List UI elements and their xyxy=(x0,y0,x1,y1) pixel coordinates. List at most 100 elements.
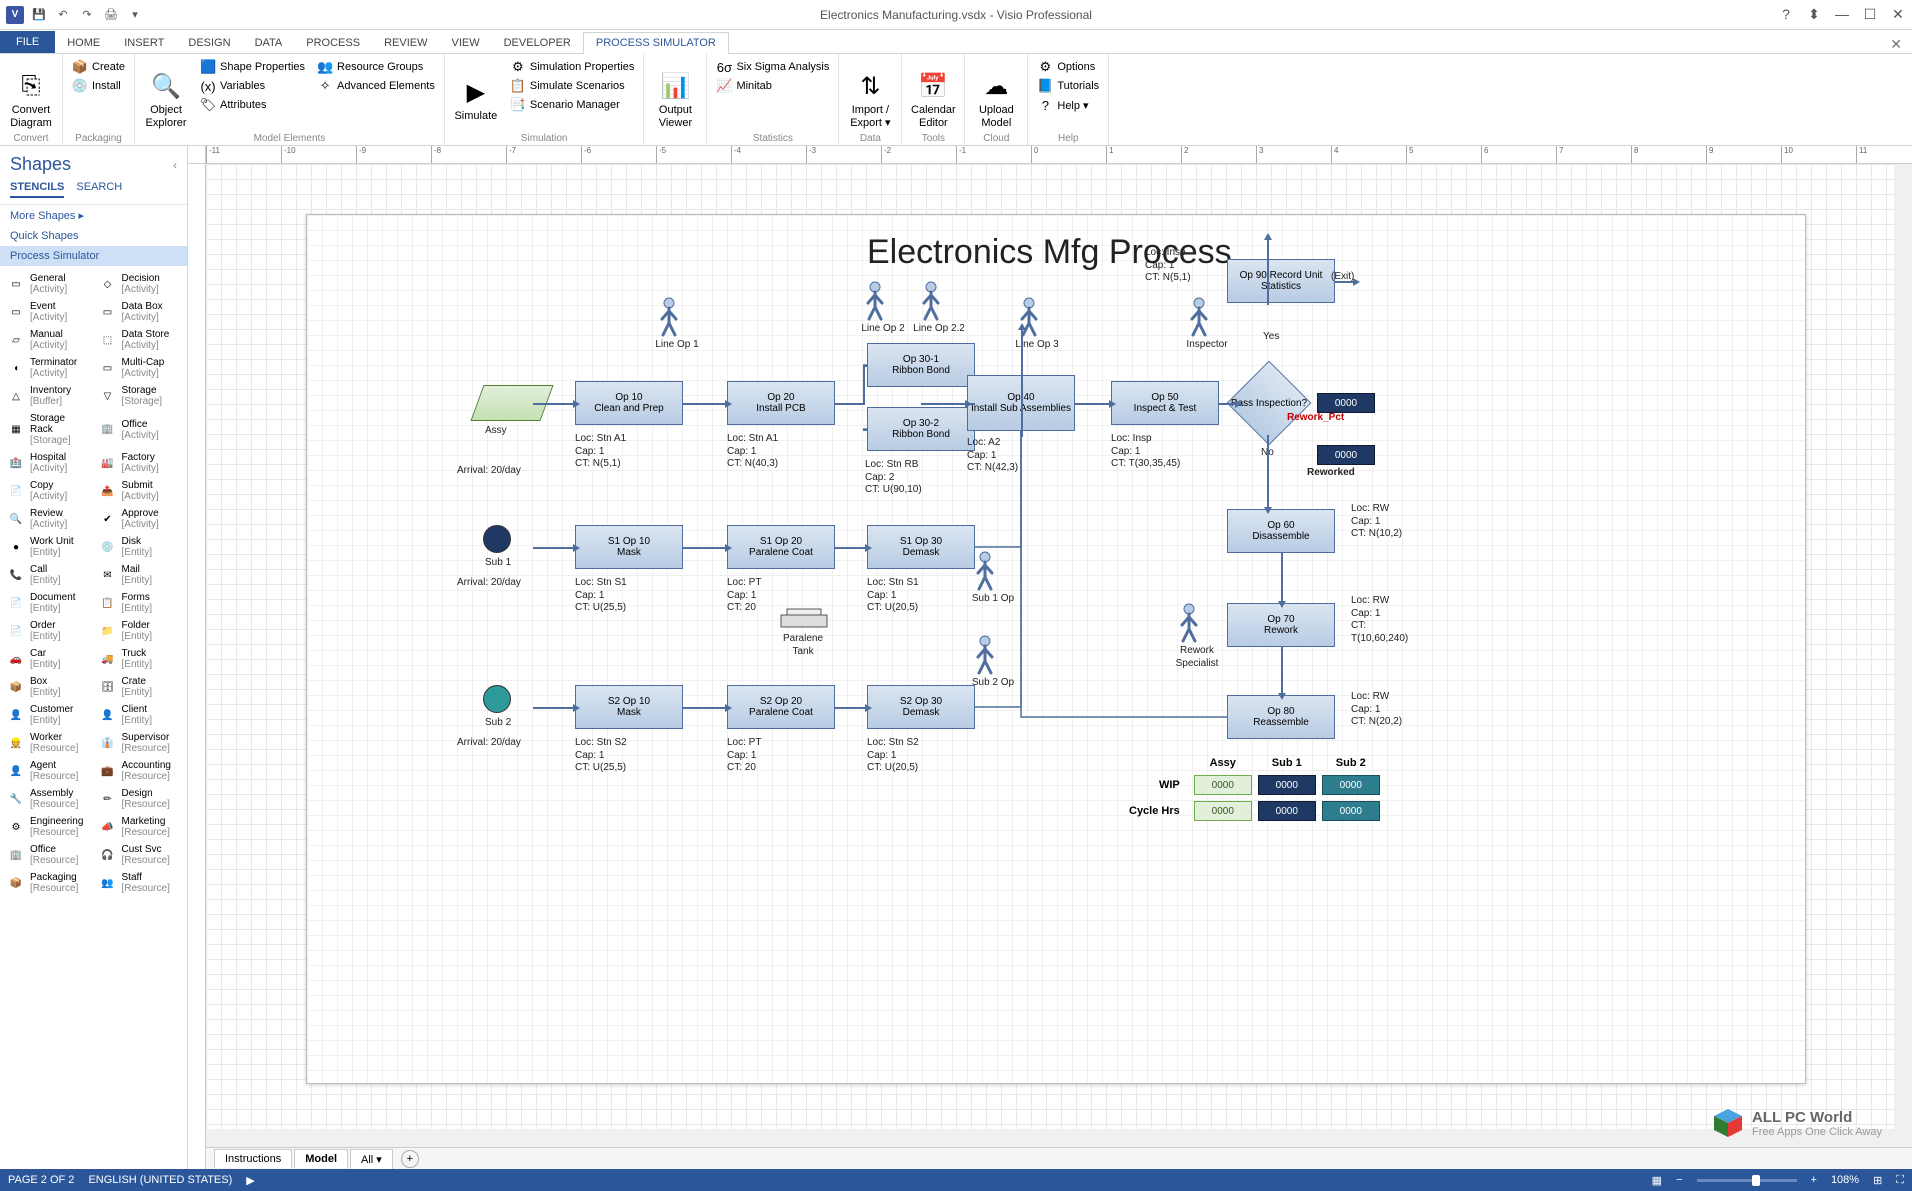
qat-more-icon[interactable]: ▾ xyxy=(124,4,146,26)
create[interactable]: 📦Create xyxy=(69,58,128,76)
ribbon-tab-file[interactable]: FILE xyxy=(0,31,55,53)
process-box-op50[interactable]: Op 50Inspect & Test xyxy=(1111,381,1219,425)
shape-item[interactable]: ▭Multi-Cap[Activity] xyxy=(94,354,186,382)
process-box-s1op10[interactable]: S1 Op 10Mask xyxy=(575,525,683,569)
process-box-s2op10[interactable]: S2 Op 10Mask xyxy=(575,685,683,729)
shape-item[interactable]: ✔Approve[Activity] xyxy=(94,505,186,533)
paralene-tank[interactable] xyxy=(779,607,829,634)
person-icon[interactable] xyxy=(1187,297,1211,337)
page-tab-0[interactable]: Instructions xyxy=(214,1149,292,1168)
shape-item[interactable]: 🏥Hospital[Activity] xyxy=(2,449,94,477)
print-icon[interactable]: 🖨 xyxy=(100,4,122,26)
output-viewer[interactable]: 📊OutputViewer xyxy=(650,56,700,143)
shape-item[interactable]: 🚗Car[Entity] xyxy=(2,645,94,673)
shape-item[interactable]: ⚙Engineering[Resource] xyxy=(2,813,94,841)
shape-item[interactable]: 💿Disk[Entity] xyxy=(94,533,186,561)
person-icon[interactable] xyxy=(973,551,997,591)
minitab[interactable]: 📈Minitab xyxy=(713,77,832,95)
ribbon-tab-design[interactable]: DESIGN xyxy=(176,33,242,53)
shape-item[interactable]: 📦Packaging[Resource] xyxy=(2,869,94,897)
zoom-out-icon[interactable]: − xyxy=(1676,1174,1682,1186)
process-box-op70[interactable]: Op 70Rework xyxy=(1227,603,1335,647)
presentation-icon[interactable]: ▦ xyxy=(1652,1174,1662,1187)
shape-item[interactable]: 🔧Assembly[Resource] xyxy=(2,785,94,813)
shape-item[interactable]: ▭General[Activity] xyxy=(2,270,94,298)
calendar-editor[interactable]: 📅CalendarEditor xyxy=(908,56,958,143)
data-box[interactable]: 0000 xyxy=(1317,445,1375,465)
shape-item[interactable]: 💼Accounting[Resource] xyxy=(94,757,186,785)
ribbon-tab-process-simulator[interactable]: PROCESS SIMULATOR xyxy=(583,32,729,54)
shape-item[interactable]: 🚚Truck[Entity] xyxy=(94,645,186,673)
shape-item[interactable]: ⬚Data Store[Activity] xyxy=(94,326,186,354)
shape-item[interactable]: 👷Worker[Resource] xyxy=(2,729,94,757)
fit-page-icon[interactable]: ⊞ xyxy=(1873,1174,1882,1187)
page-tab-1[interactable]: Model xyxy=(294,1149,348,1168)
process-box-s2op20[interactable]: S2 Op 20Paralene Coat xyxy=(727,685,835,729)
table-cell[interactable]: 0000 xyxy=(1194,775,1252,795)
shape-item[interactable]: ▽Storage[Storage] xyxy=(94,382,186,410)
help[interactable]: ?Help ▾ xyxy=(1034,96,1102,114)
shape-item[interactable]: ✏Design[Resource] xyxy=(94,785,186,813)
add-page-button[interactable]: + xyxy=(401,1150,419,1168)
table-cell[interactable]: 0000 xyxy=(1258,775,1316,795)
process-box-op80[interactable]: Op 80Reassemble xyxy=(1227,695,1335,739)
import-export[interactable]: ⇅Import /Export ▾ xyxy=(845,56,895,143)
collapse-icon[interactable]: ‹ xyxy=(173,158,177,172)
shape-item[interactable]: 🔍Review[Activity] xyxy=(2,505,94,533)
subsection-0[interactable]: More Shapes ▸ xyxy=(0,205,187,226)
data-box[interactable]: 0000 xyxy=(1317,393,1375,413)
shape-item[interactable]: 📄Document[Entity] xyxy=(2,589,94,617)
person-icon[interactable] xyxy=(1177,603,1201,643)
redo-icon[interactable]: ↷ xyxy=(76,4,98,26)
simulate[interactable]: ▶Simulate xyxy=(451,56,501,143)
simulate-scenarios[interactable]: 📋Simulate Scenarios xyxy=(507,77,638,95)
shape-item[interactable]: ✉Mail[Entity] xyxy=(94,561,186,589)
shape-item[interactable]: 🏢Office[Activity] xyxy=(94,410,186,449)
table-cell[interactable]: 0000 xyxy=(1322,775,1380,795)
shape-item[interactable]: 📄Copy[Activity] xyxy=(2,477,94,505)
ribbon-tab-insert[interactable]: INSERT xyxy=(112,33,176,53)
attributes[interactable]: 🏷Attributes xyxy=(197,96,308,114)
upload-model[interactable]: ☁UploadModel xyxy=(971,56,1021,143)
visio-icon[interactable]: V xyxy=(4,4,26,26)
process-box-op10[interactable]: Op 10Clean and Prep xyxy=(575,381,683,425)
canvas-viewport[interactable]: Electronics Mfg Process AssySub 1Sub 2Op… xyxy=(206,164,1894,1129)
zoom-slider[interactable] xyxy=(1697,1179,1797,1182)
process-box-op30-1[interactable]: Op 30-1Ribbon Bond xyxy=(867,343,975,387)
simulation-properties[interactable]: ⚙Simulation Properties xyxy=(507,58,638,76)
shape-item[interactable]: 👔Supervisor[Resource] xyxy=(94,729,186,757)
page-tab-2[interactable]: All ▾ xyxy=(350,1149,393,1169)
subsection-1[interactable]: Quick Shapes xyxy=(0,226,187,246)
process-box-op60[interactable]: Op 60Disassemble xyxy=(1227,509,1335,553)
shape-item[interactable]: 📦Box[Entity] xyxy=(2,673,94,701)
variables[interactable]: (x)Variables xyxy=(197,77,308,95)
shape-item[interactable]: 👤Client[Entity] xyxy=(94,701,186,729)
process-box-op30-2[interactable]: Op 30-2Ribbon Bond xyxy=(867,407,975,451)
ribbon-tab-data[interactable]: DATA xyxy=(243,33,295,53)
shape-item[interactable]: 👤Agent[Resource] xyxy=(2,757,94,785)
process-box-s1op30[interactable]: S1 Op 30Demask xyxy=(867,525,975,569)
panel-tab-search[interactable]: SEARCH xyxy=(76,181,122,198)
help-icon[interactable]: ? xyxy=(1776,6,1796,23)
status-page[interactable]: PAGE 2 OF 2 xyxy=(8,1174,74,1186)
shape-item[interactable]: 🗄Crate[Entity] xyxy=(94,673,186,701)
ribbon-collapse-icon[interactable]: ⬍ xyxy=(1804,6,1824,23)
table-cell[interactable]: 0000 xyxy=(1194,801,1252,821)
shape-item[interactable]: ◇Decision[Activity] xyxy=(94,270,186,298)
ribbon-tab-view[interactable]: VIEW xyxy=(439,33,491,53)
shape-item[interactable]: 📞Call[Entity] xyxy=(2,561,94,589)
person-icon[interactable] xyxy=(657,297,681,337)
save-icon[interactable]: 💾 xyxy=(28,4,50,26)
shape-item[interactable]: 📣Marketing[Resource] xyxy=(94,813,186,841)
shape-properties[interactable]: 🟦Shape Properties xyxy=(197,58,308,76)
shape-item[interactable]: 🎧Cust Svc[Resource] xyxy=(94,841,186,869)
process-box-op90[interactable]: Op 90 Record Unit Statistics xyxy=(1227,259,1335,303)
install[interactable]: 💿Install xyxy=(69,77,128,95)
zoom-level[interactable]: 108% xyxy=(1831,1174,1859,1186)
convert-diagram[interactable]: ⎘ConvertDiagram xyxy=(6,56,56,143)
close-icon[interactable]: ✕ xyxy=(1888,6,1908,23)
drawing-page[interactable]: Electronics Mfg Process AssySub 1Sub 2Op… xyxy=(306,214,1806,1084)
entity-circle[interactable] xyxy=(483,525,511,553)
shape-item[interactable]: ▭Data Box[Activity] xyxy=(94,298,186,326)
scenario-manager[interactable]: 📑Scenario Manager xyxy=(507,96,638,114)
